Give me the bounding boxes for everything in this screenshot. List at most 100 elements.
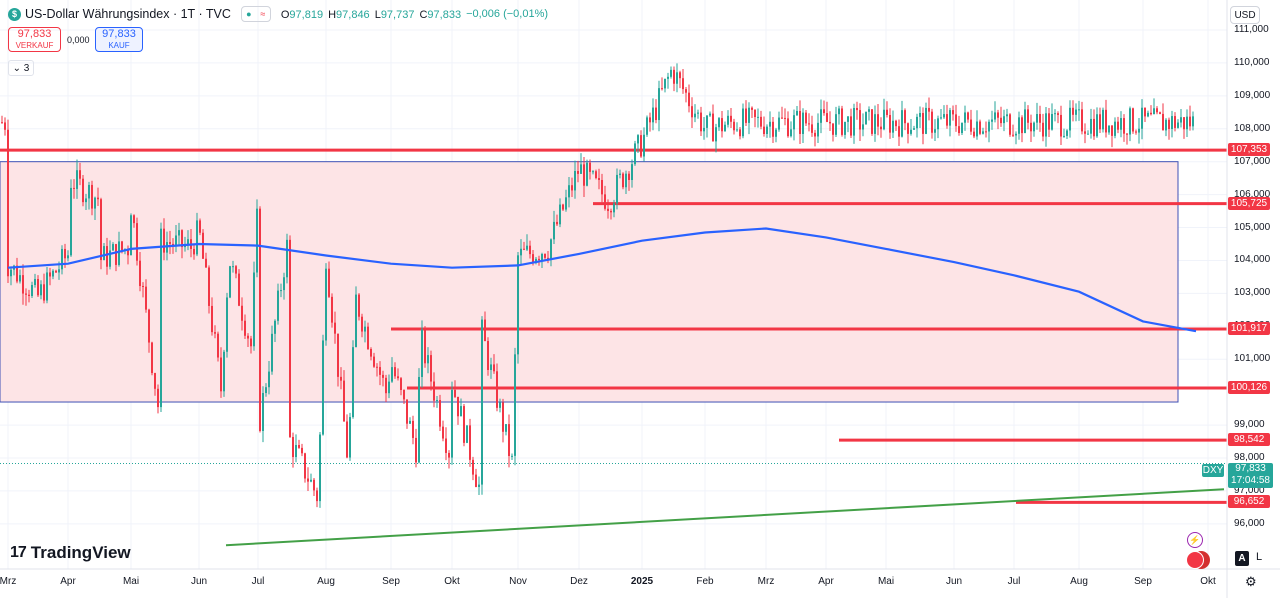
candle [136, 217, 138, 266]
candle-body [589, 162, 591, 172]
trendline[interactable] [225, 488, 1225, 547]
candle [412, 415, 414, 445]
candle-body [1156, 108, 1158, 113]
candle [157, 384, 159, 414]
candle-body [796, 110, 798, 116]
candle-body [1123, 118, 1125, 134]
candle [571, 177, 573, 198]
candle [568, 176, 570, 208]
candle-body [805, 112, 807, 124]
candle [256, 199, 258, 278]
candle-body [979, 121, 981, 134]
us-flag-icon[interactable] [1186, 551, 1204, 569]
indicators-toggle[interactable]: ⌄ 3 [8, 60, 34, 76]
candle [961, 122, 963, 135]
candle-body [1081, 109, 1083, 132]
market-status-pill[interactable]: ● ≈ [240, 6, 271, 22]
ohlc-value-h: 97,846 [336, 9, 370, 21]
candle [529, 240, 531, 259]
candle-body [109, 250, 111, 267]
candle-body [127, 248, 129, 256]
candle-body [1015, 133, 1017, 136]
candle [988, 119, 990, 143]
candle [859, 103, 861, 141]
candle [310, 473, 312, 483]
candle-body [946, 114, 948, 126]
auto-scale-button[interactable]: A [1235, 551, 1249, 566]
horizontal-levels[interactable] [0, 148, 1227, 504]
candle-body [526, 245, 528, 250]
candle [880, 117, 882, 138]
candle [703, 116, 705, 140]
candle [835, 106, 837, 137]
candle [904, 108, 906, 131]
candle-body [850, 116, 852, 136]
price-tick: 108,000 [1234, 122, 1271, 134]
current-price-label: 97,833 17:04:58 [1228, 463, 1273, 488]
candle [640, 130, 642, 158]
candle-body [745, 108, 747, 123]
candle-body [1069, 107, 1071, 131]
candle-body [1168, 119, 1170, 130]
candle-body [40, 284, 42, 296]
candle-body [262, 393, 264, 431]
lightning-icon[interactable]: ⚡ [1187, 532, 1203, 548]
candle [394, 362, 396, 379]
price-tick: 111,000 [1234, 24, 1269, 35]
candle [769, 111, 771, 138]
candle [388, 374, 390, 399]
candle [160, 222, 162, 412]
candle-body [199, 220, 201, 233]
candle-body [151, 342, 153, 374]
candle-body [811, 124, 813, 133]
time-tick: Jun [945, 576, 963, 587]
candle-body [961, 122, 963, 134]
time-tick: Sep [382, 576, 400, 587]
candle-body [481, 319, 483, 485]
candle [646, 115, 648, 137]
gear-icon[interactable]: ⚙ [1245, 574, 1257, 589]
candle-body [889, 114, 891, 133]
spread-value: 0,000 [67, 35, 90, 45]
candle-body [250, 338, 252, 347]
log-scale-button[interactable]: L [1256, 551, 1263, 563]
candle-body [880, 126, 882, 130]
candle-body [613, 203, 615, 213]
currency-button[interactable]: USD [1230, 6, 1260, 24]
candle [796, 106, 798, 116]
candle-body [763, 126, 765, 134]
candle [814, 129, 816, 147]
candle [427, 347, 429, 374]
candle [745, 100, 747, 127]
candle [1045, 107, 1047, 147]
candle-body [871, 109, 873, 134]
candle-body [1033, 122, 1035, 132]
candle [952, 105, 954, 121]
candle-body [1078, 109, 1080, 111]
tradingview-logo[interactable]: 17 TradingView [10, 543, 131, 563]
candle [1030, 114, 1032, 142]
candle-body [502, 402, 504, 432]
candle [895, 119, 897, 132]
candle [382, 370, 384, 387]
candle-body [670, 69, 672, 77]
candle-body [625, 173, 627, 188]
candle [4, 117, 6, 136]
candle-body [457, 396, 459, 417]
candle-body [397, 376, 399, 379]
candle [259, 206, 261, 433]
symbol-title[interactable]: US-Dollar Währungsindex · 1T · TVC [25, 7, 231, 21]
candle-body [928, 107, 930, 112]
buy-button[interactable]: 97,833 KAUF [95, 27, 143, 52]
sell-button[interactable]: 97,833 VERKAUF [8, 27, 61, 52]
candle [22, 264, 24, 305]
candle-body [652, 107, 654, 123]
candle-body [49, 272, 51, 277]
candle [322, 334, 324, 436]
candle [403, 389, 405, 404]
candle-body [133, 215, 135, 224]
price-tick: 103,000 [1234, 287, 1271, 299]
candle [574, 160, 576, 199]
candle [583, 157, 585, 197]
